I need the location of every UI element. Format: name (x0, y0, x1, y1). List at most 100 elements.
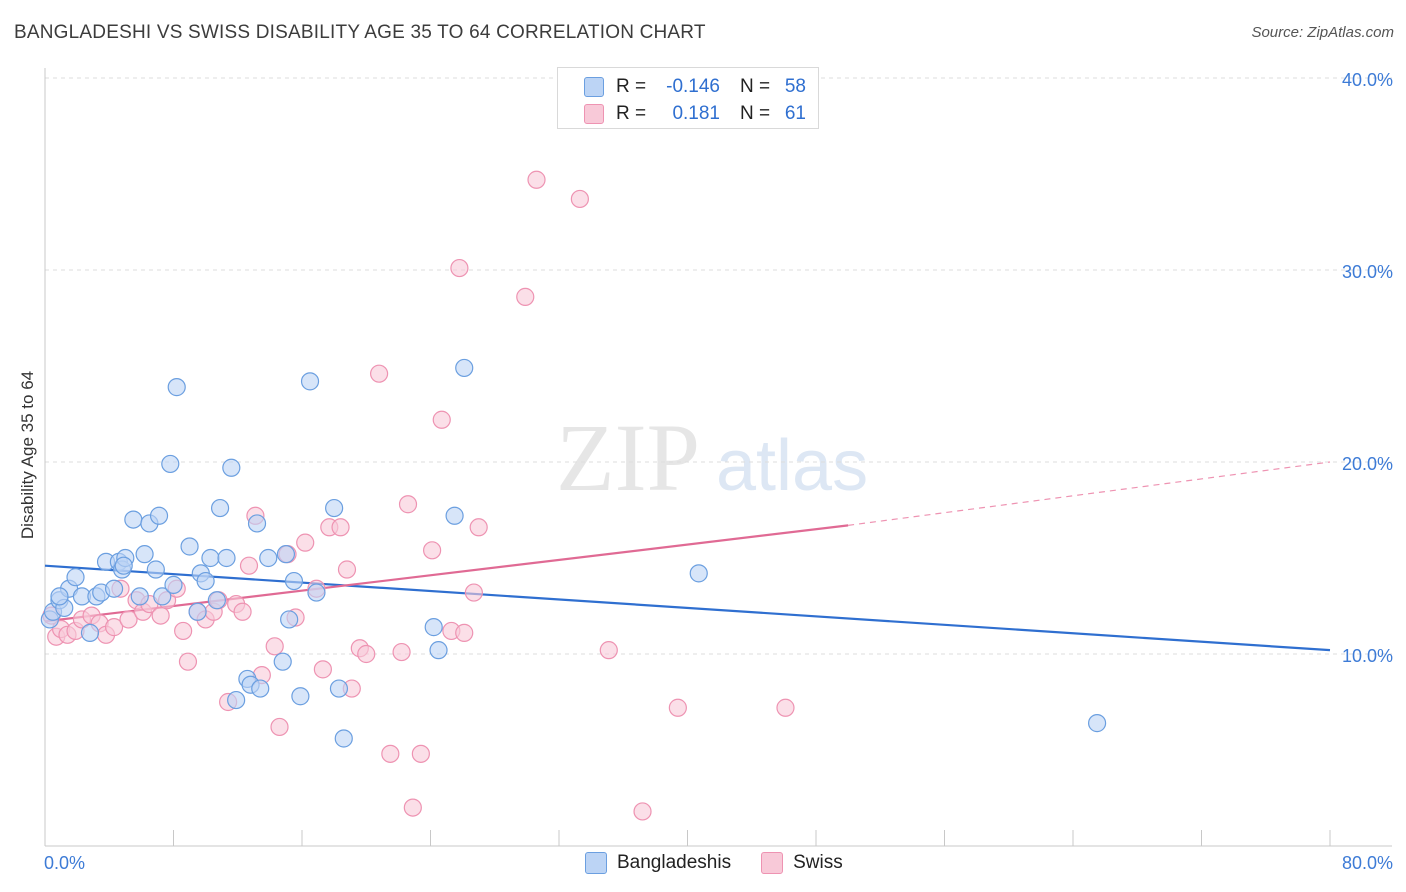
swiss-point (403, 798, 422, 817)
swiss-point (464, 583, 483, 602)
bangladeshi-point (247, 514, 267, 533)
swiss-point (174, 621, 193, 641)
bangladeshi-point (167, 378, 186, 397)
correlation-legend: R = -0.146 N = 58 R = 0.181 N = 61 (557, 67, 819, 129)
bangladeshi-point (135, 545, 154, 564)
trend-lines (44, 461, 1331, 652)
swiss-trend-extension (848, 461, 1331, 526)
bangladeshi-point (180, 537, 199, 556)
bangladeshi-point (280, 610, 299, 629)
swiss-point (599, 641, 618, 660)
legend-n-value: 61 (784, 103, 806, 124)
swiss-point (450, 258, 469, 278)
swiss-point (151, 606, 170, 625)
bangladeshi-point (196, 571, 215, 591)
swiss-point (469, 518, 488, 537)
bangladeshi-point (164, 575, 183, 594)
bangladeshi-point (149, 506, 169, 525)
swiss-point (516, 287, 535, 306)
swiss-point (527, 170, 546, 189)
watermark-atlas: atlas (716, 426, 868, 506)
legend-n-label: N = (740, 76, 771, 97)
legend-r-label: R = (616, 76, 647, 97)
swiss-point (398, 495, 418, 514)
legend-item-swiss[interactable]: Swiss (761, 852, 843, 874)
legend-swatch-blue (585, 852, 607, 874)
bangladeshi-point (207, 591, 226, 610)
swiss-point (776, 698, 795, 717)
swiss-point (411, 744, 430, 763)
swiss-point (357, 644, 376, 664)
grid (45, 77, 1392, 655)
swiss-point (270, 717, 289, 737)
swiss-point (265, 637, 284, 656)
legend-r-label: R = (616, 103, 647, 124)
bangladeshi-point (217, 548, 236, 568)
bangladeshi-point (424, 618, 443, 637)
data-points (40, 170, 1107, 821)
x-tick-label: 0.0% (44, 853, 85, 873)
bangladeshi-point (201, 548, 220, 568)
bangladeshi-point (161, 454, 180, 474)
swiss-point (633, 802, 652, 821)
swiss-trend-line (44, 524, 849, 623)
series-legend: Bangladeshis Swiss (585, 852, 873, 874)
legend-r-value: 0.181 (672, 103, 720, 124)
watermark-zip: ZIP (556, 404, 700, 511)
y-tick-label: 10.0% (1342, 646, 1393, 666)
swiss-point (668, 698, 687, 717)
bangladeshi-point (227, 690, 246, 710)
x-tick-label: 80.0% (1342, 853, 1393, 873)
legend-row-swiss: R = 0.181 N = 61 (584, 101, 806, 127)
bangladeshi-point (124, 510, 143, 529)
swiss-point (104, 618, 124, 637)
bangladeshi-point (130, 587, 149, 606)
bangladeshi-point (689, 564, 708, 583)
bangladeshi-point (329, 679, 349, 698)
legend-swatch-pink (761, 852, 784, 874)
source-label: Source: ZipAtlas.com (1251, 24, 1394, 41)
bangladeshi-point (325, 498, 344, 518)
bangladeshi-point (222, 458, 241, 477)
bangladeshi-point (251, 679, 270, 698)
bangladeshi-point (146, 560, 165, 579)
swiss-point (455, 623, 474, 642)
legend-label-swiss: Swiss (793, 852, 843, 873)
tick-labels: 10.0% 20.0% 30.0% 40.0% 0.0% 80.0% (44, 70, 1393, 873)
y-axis-label: Disability Age 35 to 64 (18, 370, 37, 540)
legend-n-label: N = (740, 103, 771, 124)
bangladeshi-point (291, 687, 310, 706)
swiss-point (296, 533, 315, 552)
bangladeshi-point (455, 358, 474, 378)
bangladeshi-trend-line (44, 564, 1331, 652)
bangladeshi-point (307, 583, 326, 602)
legend-item-bangladeshis[interactable]: Bangladeshis (585, 852, 731, 874)
bangladeshi-point (114, 556, 133, 575)
swiss-point (392, 642, 411, 662)
bangladeshi-point (104, 579, 124, 598)
legend-n-value: 58 (784, 76, 806, 97)
bangladeshi-point (273, 652, 292, 671)
bangladeshi-point (66, 568, 85, 587)
swiss-point (178, 652, 198, 671)
swiss-point (119, 610, 138, 629)
swiss-point (423, 541, 442, 560)
legend-r-value: -0.146 (666, 76, 720, 97)
swiss-point (233, 602, 252, 621)
bangladeshi-point (334, 729, 353, 748)
bangladeshi-point (80, 623, 100, 642)
swiss-point (337, 560, 357, 579)
legend-row-bangladeshis: R = -0.146 N = 58 (584, 74, 806, 100)
watermark: ZIP atlas (556, 404, 868, 511)
bangladeshi-point (284, 571, 304, 591)
bangladeshi-point (210, 498, 230, 518)
swiss-point (381, 744, 400, 763)
legend-swatch-blue (584, 77, 604, 97)
bangladeshi-point (50, 587, 69, 606)
bangladeshi-point (1087, 714, 1107, 733)
bangladeshi-point (276, 545, 296, 564)
bangladeshi-point (300, 372, 320, 391)
bangladeshi-point (445, 506, 464, 525)
swiss-point (570, 189, 589, 209)
